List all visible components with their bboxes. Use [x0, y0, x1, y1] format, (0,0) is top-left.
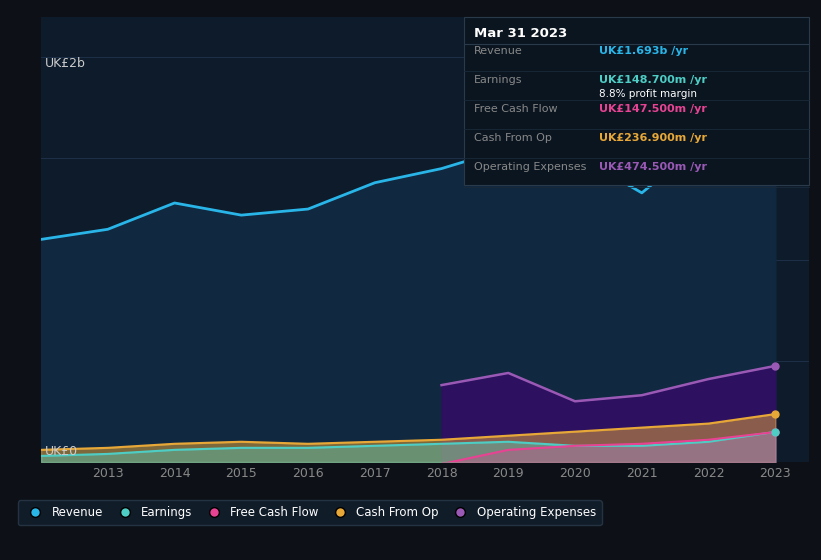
Text: Free Cash Flow: Free Cash Flow	[474, 104, 557, 114]
Text: Operating Expenses: Operating Expenses	[474, 162, 586, 172]
Text: UK£0: UK£0	[44, 445, 77, 458]
Text: UK£1.693b /yr: UK£1.693b /yr	[599, 46, 689, 56]
Text: UK£474.500m /yr: UK£474.500m /yr	[599, 162, 708, 172]
Text: Revenue: Revenue	[474, 46, 522, 56]
Text: 8.8% profit margin: 8.8% profit margin	[599, 89, 697, 99]
Text: Cash From Op: Cash From Op	[474, 133, 552, 143]
Text: Earnings: Earnings	[474, 75, 522, 85]
Text: Mar 31 2023: Mar 31 2023	[474, 27, 567, 40]
Text: UK£236.900m /yr: UK£236.900m /yr	[599, 133, 708, 143]
Text: UK£147.500m /yr: UK£147.500m /yr	[599, 104, 707, 114]
Text: UK£2b: UK£2b	[44, 57, 85, 70]
Legend: Revenue, Earnings, Free Cash Flow, Cash From Op, Operating Expenses: Revenue, Earnings, Free Cash Flow, Cash …	[18, 500, 602, 525]
Text: UK£148.700m /yr: UK£148.700m /yr	[599, 75, 708, 85]
